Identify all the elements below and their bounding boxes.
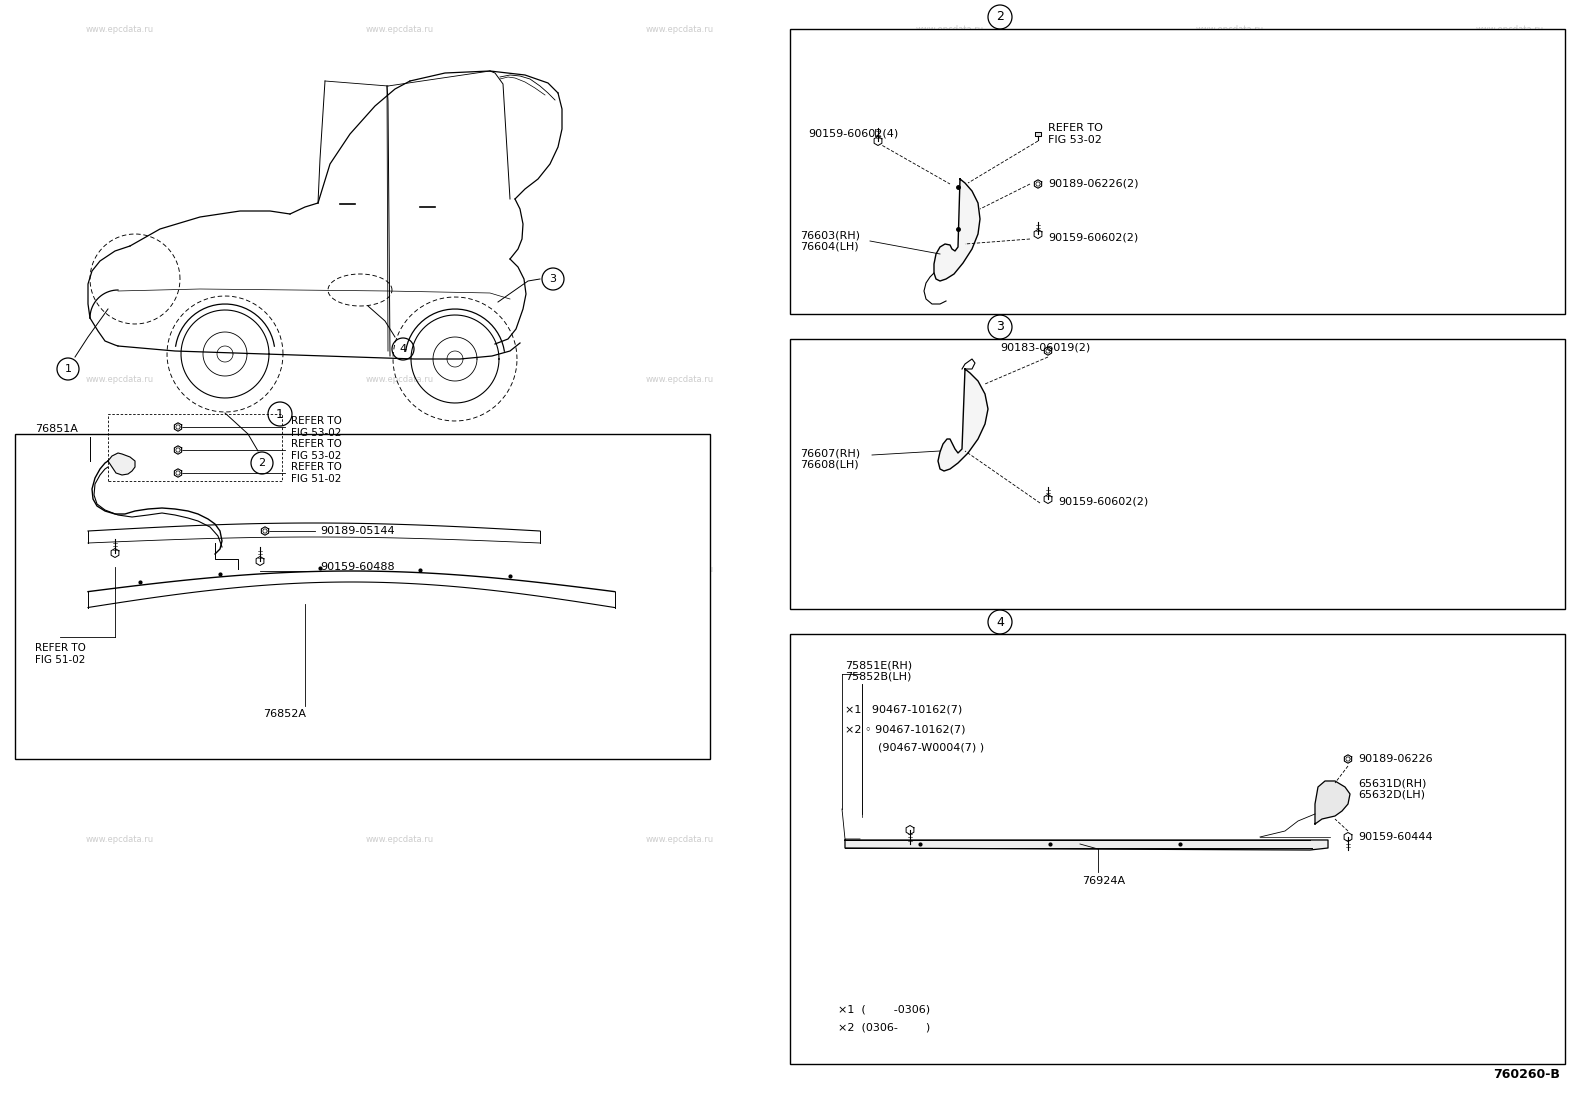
Text: 90189-06226: 90189-06226 xyxy=(1358,754,1433,764)
Text: www.epcdata.ru: www.epcdata.ru xyxy=(86,24,154,33)
Text: www.epcdata.ru: www.epcdata.ru xyxy=(646,834,715,844)
Text: 760260-B: 760260-B xyxy=(1493,1068,1560,1081)
Text: www.epcdata.ru: www.epcdata.ru xyxy=(366,565,435,574)
Polygon shape xyxy=(938,369,989,471)
Text: www.epcdata.ru: www.epcdata.ru xyxy=(1196,565,1264,574)
Text: (90467-W0004(7) ): (90467-W0004(7) ) xyxy=(879,742,984,752)
Polygon shape xyxy=(261,526,269,535)
Text: 4: 4 xyxy=(400,344,406,354)
Text: ×1   90467-10162(7): ×1 90467-10162(7) xyxy=(845,704,962,714)
Text: www.epcdata.ru: www.epcdata.ru xyxy=(1196,834,1264,844)
Polygon shape xyxy=(845,840,1328,850)
Text: 76924A: 76924A xyxy=(1083,876,1126,886)
Polygon shape xyxy=(874,136,882,145)
Text: www.epcdata.ru: www.epcdata.ru xyxy=(366,834,435,844)
Text: 4: 4 xyxy=(997,615,1005,629)
Text: 90159-60602(2): 90159-60602(2) xyxy=(1048,232,1138,242)
Polygon shape xyxy=(1044,495,1052,503)
Text: www.epcdata.ru: www.epcdata.ru xyxy=(366,375,435,384)
Text: 90159-60602(2): 90159-60602(2) xyxy=(1059,496,1148,506)
Polygon shape xyxy=(256,556,264,566)
Polygon shape xyxy=(111,548,119,557)
Text: ×2  (0306-        ): ×2 (0306- ) xyxy=(837,1022,930,1032)
Text: www.epcdata.ru: www.epcdata.ru xyxy=(1196,24,1264,33)
Polygon shape xyxy=(1044,347,1052,355)
Text: www.epcdata.ru: www.epcdata.ru xyxy=(915,24,984,33)
Polygon shape xyxy=(1035,230,1041,238)
Text: 90159-60602(4): 90159-60602(4) xyxy=(809,129,898,138)
Polygon shape xyxy=(1035,180,1041,188)
Bar xyxy=(790,634,1565,1064)
Text: 3: 3 xyxy=(997,321,1005,333)
Text: www.epcdata.ru: www.epcdata.ru xyxy=(1196,375,1264,384)
Text: 1: 1 xyxy=(65,364,72,374)
Text: 90159-60488: 90159-60488 xyxy=(320,562,395,571)
Text: 90159-60444: 90159-60444 xyxy=(1358,832,1433,842)
Text: 76851A: 76851A xyxy=(35,424,78,434)
Text: 90189-06226(2): 90189-06226(2) xyxy=(1048,179,1138,189)
Text: www.epcdata.ru: www.epcdata.ru xyxy=(915,375,984,384)
Polygon shape xyxy=(906,825,914,834)
Text: 3: 3 xyxy=(549,274,557,284)
Text: 2: 2 xyxy=(258,458,266,468)
Text: ×1  (        -0306): ×1 ( -0306) xyxy=(837,1004,930,1014)
Text: www.epcdata.ru: www.epcdata.ru xyxy=(915,834,984,844)
Text: 76607(RH)
76608(LH): 76607(RH) 76608(LH) xyxy=(801,448,860,469)
Bar xyxy=(14,434,710,759)
Polygon shape xyxy=(175,446,181,454)
Text: 1: 1 xyxy=(275,408,283,421)
Polygon shape xyxy=(935,179,981,281)
Text: www.epcdata.ru: www.epcdata.ru xyxy=(1476,24,1544,33)
Polygon shape xyxy=(1344,833,1352,842)
Text: 76603(RH)
76604(LH): 76603(RH) 76604(LH) xyxy=(801,230,860,252)
Text: www.epcdata.ru: www.epcdata.ru xyxy=(646,565,715,574)
Text: www.epcdata.ru: www.epcdata.ru xyxy=(86,375,154,384)
Text: REFER TO
FIG 53-02: REFER TO FIG 53-02 xyxy=(291,417,342,437)
Text: 65631D(RH)
65632D(LH): 65631D(RH) 65632D(LH) xyxy=(1358,778,1426,800)
Polygon shape xyxy=(175,469,181,477)
Text: www.epcdata.ru: www.epcdata.ru xyxy=(646,375,715,384)
Text: REFER TO
FIG 53-02: REFER TO FIG 53-02 xyxy=(291,440,342,460)
Polygon shape xyxy=(1315,781,1350,824)
Text: 90189-05144: 90189-05144 xyxy=(320,526,395,536)
Polygon shape xyxy=(1035,132,1041,136)
Text: www.epcdata.ru: www.epcdata.ru xyxy=(1476,565,1544,574)
Text: ×2 ◦ 90467-10162(7): ×2 ◦ 90467-10162(7) xyxy=(845,724,965,734)
Text: 90183-06019(2): 90183-06019(2) xyxy=(1000,342,1091,352)
Polygon shape xyxy=(175,423,181,431)
Polygon shape xyxy=(108,453,135,475)
Text: 2: 2 xyxy=(997,11,1005,23)
Text: www.epcdata.ru: www.epcdata.ru xyxy=(86,565,154,574)
Text: www.epcdata.ru: www.epcdata.ru xyxy=(366,24,435,33)
Text: 76852A: 76852A xyxy=(264,709,307,719)
Bar xyxy=(790,29,1565,314)
Bar xyxy=(790,338,1565,609)
Polygon shape xyxy=(1344,755,1352,763)
Text: www.epcdata.ru: www.epcdata.ru xyxy=(86,834,154,844)
Text: www.epcdata.ru: www.epcdata.ru xyxy=(915,565,984,574)
Text: www.epcdata.ru: www.epcdata.ru xyxy=(1476,834,1544,844)
Text: 75851E(RH)
75852B(LH): 75851E(RH) 75852B(LH) xyxy=(845,660,912,681)
Text: www.epcdata.ru: www.epcdata.ru xyxy=(1476,375,1544,384)
Text: www.epcdata.ru: www.epcdata.ru xyxy=(646,24,715,33)
Text: REFER TO
FIG 51-02: REFER TO FIG 51-02 xyxy=(35,643,86,665)
Text: REFER TO
FIG 53-02: REFER TO FIG 53-02 xyxy=(1048,123,1103,145)
Text: REFER TO
FIG 51-02: REFER TO FIG 51-02 xyxy=(291,463,342,484)
